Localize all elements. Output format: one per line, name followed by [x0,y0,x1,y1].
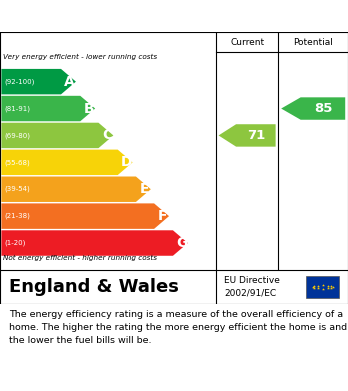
Polygon shape [1,230,188,256]
Text: 85: 85 [314,102,332,115]
Polygon shape [1,69,76,94]
Text: (81-91): (81-91) [4,105,30,112]
Text: D: D [121,155,132,169]
Text: EU Directive
2002/91/EC: EU Directive 2002/91/EC [224,276,280,297]
Text: F: F [158,209,167,223]
Text: (21-38): (21-38) [4,213,30,219]
Text: B: B [84,102,94,116]
Text: Very energy efficient - lower running costs: Very energy efficient - lower running co… [3,54,158,60]
Text: 71: 71 [247,129,265,142]
Text: (1-20): (1-20) [4,240,25,246]
Text: E: E [140,182,149,196]
Text: (69-80): (69-80) [4,132,30,139]
Text: Energy Efficiency Rating: Energy Efficiency Rating [10,9,232,23]
Text: (92-100): (92-100) [4,78,34,85]
Text: G: G [176,236,187,250]
FancyBboxPatch shape [306,276,339,298]
Polygon shape [281,97,345,120]
Polygon shape [1,150,133,175]
Text: (39-54): (39-54) [4,186,30,192]
Polygon shape [219,124,276,147]
Polygon shape [1,203,169,229]
Text: Current: Current [230,38,264,47]
Text: (55-68): (55-68) [4,159,30,165]
Text: Not energy efficient - higher running costs: Not energy efficient - higher running co… [3,255,158,261]
Polygon shape [1,176,151,202]
Text: England & Wales: England & Wales [9,278,179,296]
Text: Potential: Potential [293,38,333,47]
Text: A: A [64,75,75,89]
Polygon shape [1,123,113,148]
Polygon shape [1,96,95,121]
Text: C: C [102,128,112,142]
Text: The energy efficiency rating is a measure of the overall efficiency of a home. T: The energy efficiency rating is a measur… [9,310,347,345]
